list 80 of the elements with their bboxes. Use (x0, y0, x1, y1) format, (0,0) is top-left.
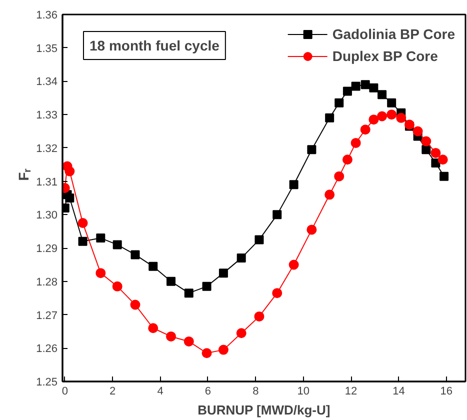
x-tick-label: 8 (252, 386, 259, 398)
x-tick-label: 2 (110, 386, 116, 398)
point (334, 171, 344, 182)
x-tick-label: 4 (157, 386, 164, 398)
y-tick-label: 1.35 (36, 42, 58, 55)
point (350, 138, 361, 148)
point (440, 172, 449, 181)
point (148, 262, 158, 271)
point (78, 236, 88, 246)
point (324, 190, 335, 200)
y-tick-label: 1.26 (36, 343, 58, 356)
point (112, 281, 122, 292)
y-tick-label: 1.36 (36, 10, 58, 22)
point (431, 158, 440, 168)
point (351, 82, 360, 91)
point (166, 276, 176, 286)
point (342, 154, 352, 165)
y-tick-label: 1.34 (36, 76, 58, 88)
point (289, 180, 298, 190)
y-tick-label: 1.31 (36, 176, 58, 188)
point (360, 80, 370, 90)
x-tick-label: 12 (344, 386, 358, 398)
point (369, 83, 378, 92)
point (396, 112, 406, 123)
point (130, 250, 140, 260)
y-tick-label: 1.28 (36, 276, 58, 288)
x-tick-label: 10 (297, 386, 310, 398)
point (202, 282, 212, 291)
point (325, 113, 334, 122)
point (421, 136, 432, 146)
y-tick-label: 1.32 (36, 142, 58, 155)
point (386, 110, 397, 120)
y-axis-title: Fr (16, 168, 34, 181)
point (184, 336, 194, 346)
point (288, 260, 299, 270)
point (306, 224, 317, 235)
point (96, 234, 106, 243)
x-tick-label: 14 (392, 386, 405, 398)
x-tick-label: 0 (62, 386, 68, 398)
point (218, 268, 228, 278)
point (272, 288, 282, 298)
x-tick-label: 16 (440, 386, 453, 398)
point (148, 323, 158, 334)
text: 18 month fuel cycle (90, 38, 220, 54)
point (387, 98, 396, 108)
x-axis-title: BURNUP [MWD/kg-U] (198, 402, 330, 418)
x-tick-label: 6 (204, 386, 212, 398)
point (254, 311, 264, 322)
legend-label: Duplex BP Core (332, 48, 438, 64)
point (184, 288, 194, 298)
y-tick-label: 1.25 (36, 376, 58, 388)
point (130, 300, 140, 310)
point (378, 90, 387, 100)
point (236, 328, 246, 338)
point (236, 254, 246, 263)
point (64, 166, 75, 176)
point (368, 114, 379, 125)
point (334, 98, 344, 108)
point (438, 154, 448, 165)
point (412, 126, 423, 136)
y-tick-label: 1.27 (36, 310, 58, 322)
legend-label: Gadolinia BP Core (332, 26, 455, 42)
point (272, 210, 282, 220)
point (65, 194, 74, 202)
point (112, 240, 122, 250)
point (422, 145, 431, 154)
point (430, 148, 441, 158)
point (360, 124, 370, 135)
point (342, 86, 352, 96)
point (254, 235, 264, 244)
point (218, 344, 228, 355)
point (166, 331, 176, 342)
point (377, 111, 388, 122)
point (307, 145, 316, 154)
y-tick-label: 1.33 (36, 110, 58, 122)
point (78, 218, 88, 228)
y-tick-label: 1.29 (36, 243, 58, 256)
y-tick-label: 1.30 (36, 210, 58, 222)
point (202, 348, 212, 358)
point (96, 268, 106, 278)
